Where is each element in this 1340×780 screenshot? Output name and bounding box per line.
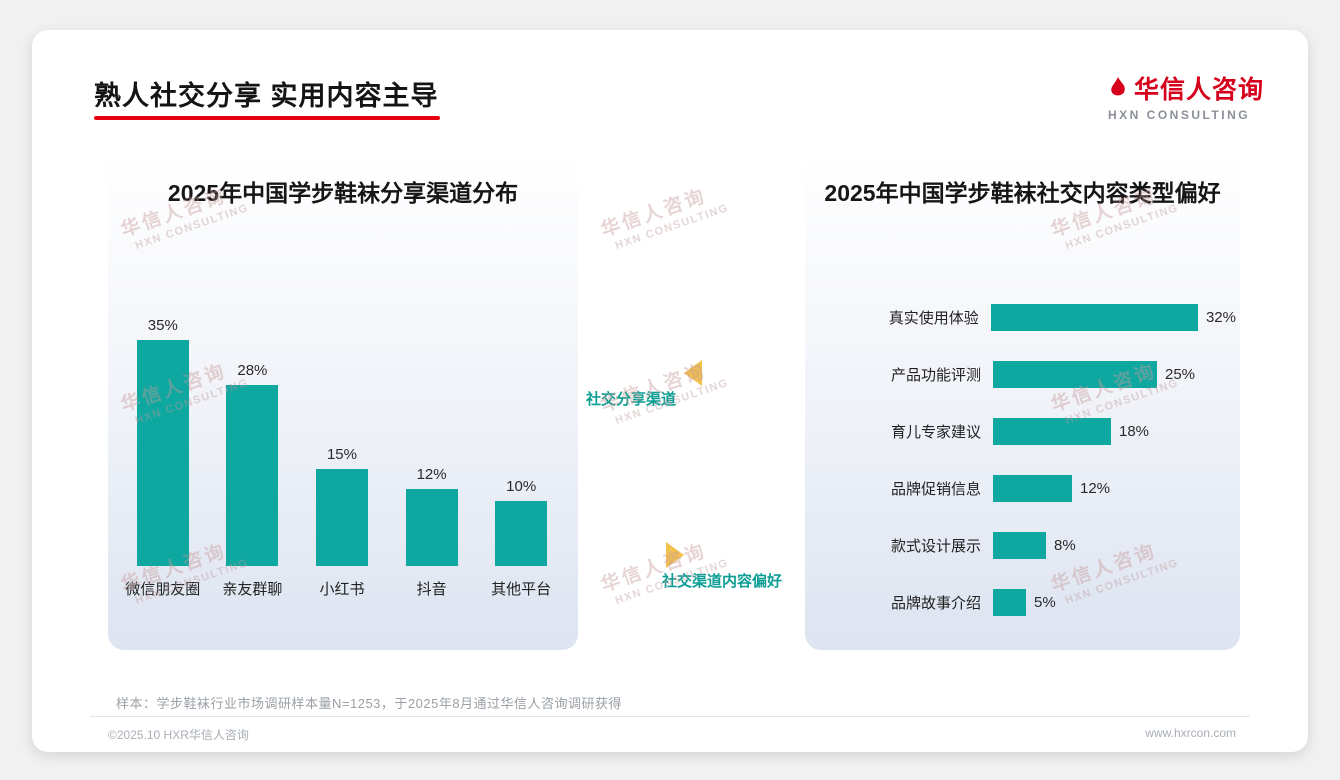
bar-category-label: 抖音 [416,581,447,598]
bar [226,385,279,566]
hbar-category-label: 品牌故事介绍 [890,595,981,612]
arrow-right-icon [666,542,684,568]
right-chart-panel: 2025年中国学步鞋袜社交内容类型偏好 真实使用体验 32% 产品功能评测 25% 育儿… [805,152,1240,650]
bar [495,501,548,566]
bar-value-label: 28% [237,362,268,379]
hbar-category-label: 款式设计展示 [890,538,981,555]
left-chart-panel: 2025年中国学步鞋袜分享渠道分布 35% 微信朋友圈 28% 亲友群聊 15% 小红书 1… [108,152,578,650]
hbar-value-label: 32% [1205,309,1236,326]
bar-column: 15% 小红书 [298,446,386,598]
bar [405,489,458,566]
hbar-value-label: 18% [1119,423,1150,440]
hbar-value-label: 25% [1165,366,1196,383]
hbar-value-label: 5% [1034,594,1056,611]
title-underline [94,116,440,120]
footer-website: www.hxrcon.com [1145,726,1236,740]
hbar-category-label: 真实使用体验 [888,310,979,327]
bar-category-label: 其他平台 [491,581,552,598]
bar-category-label: 小红书 [319,581,365,598]
footer-copyright: ©2025.10 HXR华信人咨询 [108,728,249,742]
bar-value-label: 12% [416,466,447,483]
hbar [993,532,1046,559]
hbar [990,304,1198,331]
hbar-value-label: 8% [1054,537,1076,554]
arrow-left-icon [684,360,702,386]
bar-column: 35% 微信朋友圈 [119,317,207,598]
hbar-value-label: 12% [1080,480,1111,497]
bar [315,469,368,566]
brand-logo: 华信人咨询 HXN CONSULTING [1108,70,1264,122]
hbar-category-label: 产品功能评测 [890,367,981,384]
brand-logo-subtitle: HXN CONSULTING [1107,108,1251,122]
hbar-category-label: 育儿专家建议 [890,424,981,441]
connector-bottom-label: 社交渠道内容偏好 [662,573,783,590]
bar-column: 10% 其他平台 [477,478,565,598]
bar-column: 28% 亲友群聊 [208,362,296,598]
horizontal-bar-chart: 真实使用体验 32% 产品功能评测 25% 育儿专家建议 18% 品牌促销信息 12% 款式设计… [813,289,1236,631]
hbar-row: 款式设计展示 8% [813,517,1236,574]
page-title: 熟人社交分享 实用内容主导 [94,81,439,111]
hbar-row: 产品功能评测 25% [813,346,1236,403]
bar-column: 12% 抖音 [388,466,476,598]
connector-top-label: 社交分享渠道 [586,391,677,408]
hbar [993,475,1072,502]
left-chart-title: 2025年中国学步鞋袜分享渠道分布 [167,180,519,206]
vertical-bar-chart: 35% 微信朋友圈 28% 亲友群聊 15% 小红书 12% 抖音 10% 其他平台 [118,317,566,598]
bar-value-label: 15% [326,446,357,463]
sample-note: 样本：学步鞋袜行业市场调研样本量N=1253，于2025年8月通过华信人咨询调研… [116,696,623,711]
hbar-category-label: 品牌促销信息 [890,481,981,498]
hbar [993,361,1157,388]
hbar-row: 品牌故事介绍 5% [813,574,1236,631]
brand-logo-icon [1108,76,1128,100]
hbar-row: 育儿专家建议 18% [813,403,1236,460]
right-chart-title: 2025年中国学步鞋袜社交内容类型偏好 [824,180,1221,206]
hbar [993,589,1026,616]
connector-area: 社交分享渠道 社交渠道内容偏好 [578,152,805,650]
footer-divider [90,716,1250,717]
hbar-row: 真实使用体验 32% [813,289,1236,346]
bar-value-label: 10% [506,478,537,495]
hbar [993,418,1111,445]
hbar-row: 品牌促销信息 12% [813,460,1236,517]
brand-logo-name: 华信人咨询 [1133,76,1264,104]
bar-category-label: 微信朋友圈 [125,581,201,598]
slide-card: 熟人社交分享 实用内容主导 华信人咨询 HXN CONSULTING 2025年… [32,30,1308,752]
bar [136,340,189,566]
bar-value-label: 35% [147,317,178,334]
bar-category-label: 亲友群聊 [222,581,283,598]
